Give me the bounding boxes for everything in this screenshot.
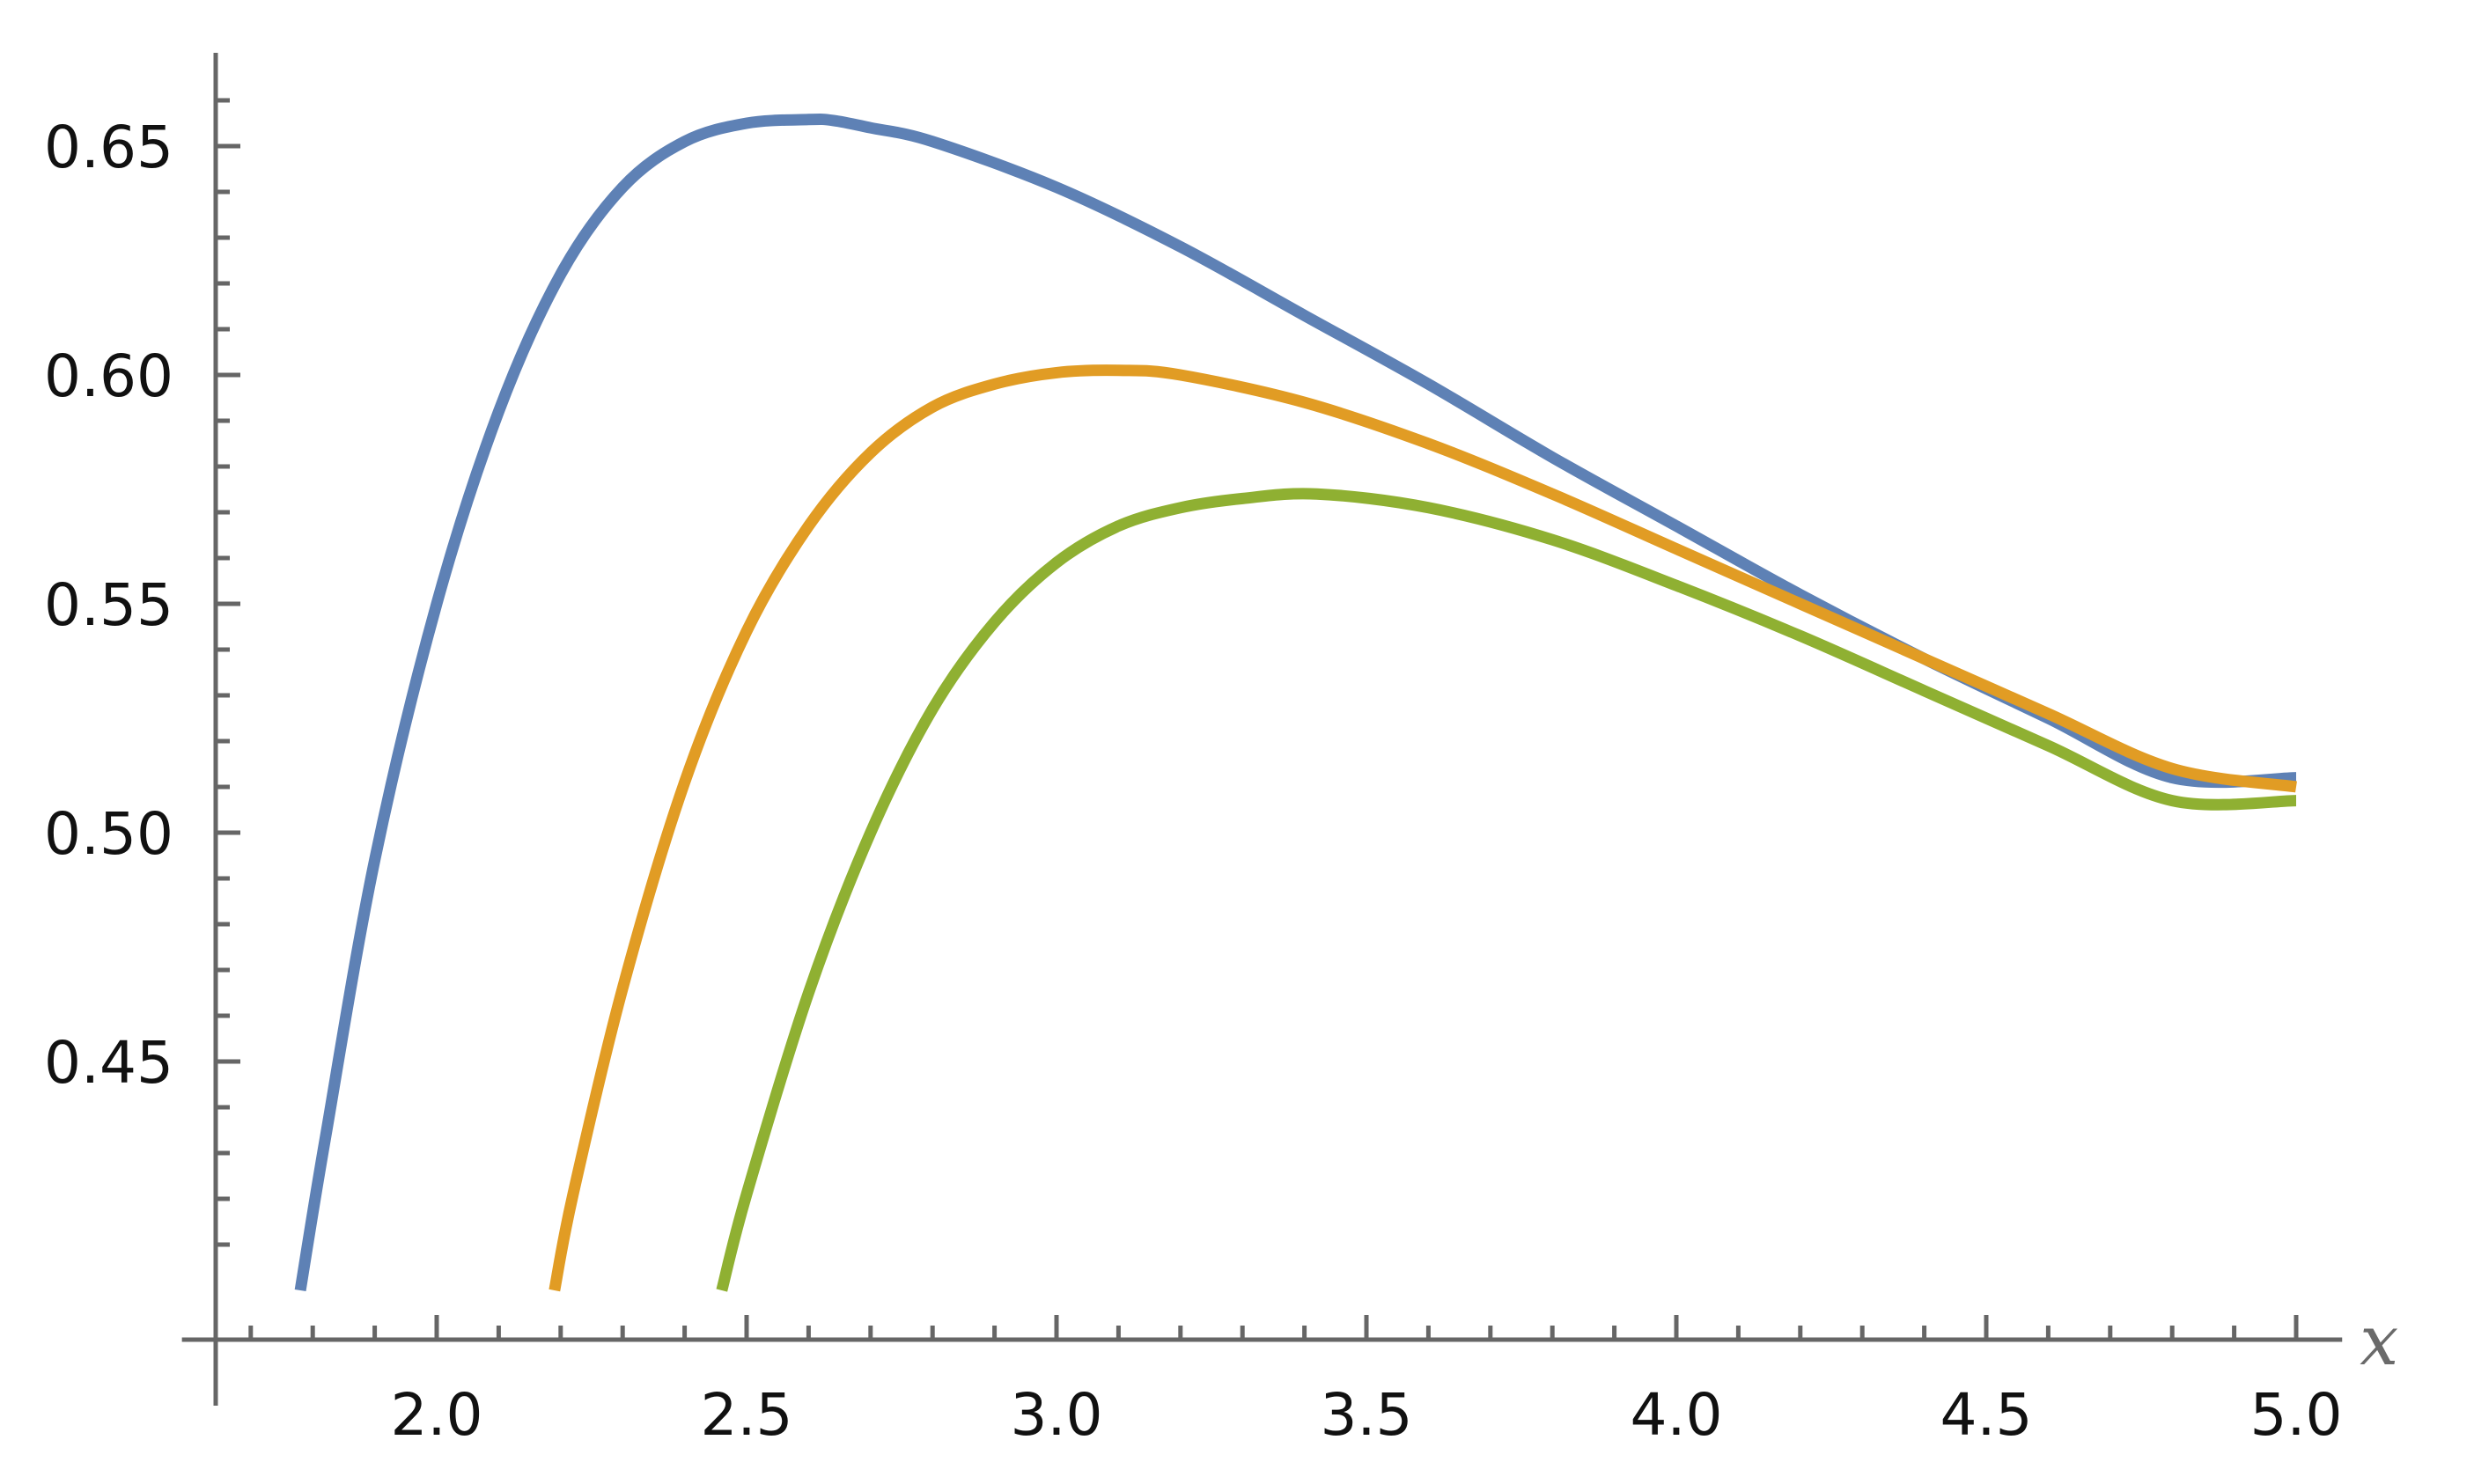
x-tick-label: 5.0 (2250, 1381, 2343, 1449)
y-tick-label: 0.55 (44, 571, 173, 639)
x-tick-label: 3.5 (1321, 1381, 1413, 1449)
x-tick-label: 3.0 (1011, 1381, 1103, 1449)
x-tick-label: 4.5 (1940, 1381, 2033, 1449)
x-ticks (248, 1315, 2299, 1340)
x-tick-labels: 2.0 2.5 3.0 3.5 4.0 4.5 5.0 (391, 1381, 2343, 1449)
series-line-2 (549, 364, 2297, 1292)
x-tick-label: 2.0 (391, 1381, 483, 1449)
axes-layer: 2.0 2.5 3.0 3.5 4.0 4.5 5.0 0.450.500.550.600.… (44, 53, 2398, 1449)
x-axis-title: x (2360, 1302, 2398, 1381)
y-tick-label: 0.50 (44, 800, 173, 868)
series-line-1 (294, 114, 2297, 1292)
x-tick-label: 2.5 (701, 1381, 793, 1449)
y-tick-label: 0.60 (44, 342, 173, 410)
y-tick-label: 0.65 (44, 114, 173, 181)
y-tick-labels: 0.45 0.50 0.55 0.60 0.65 (44, 114, 173, 1097)
series-line-3 (716, 488, 2297, 1292)
y-tick-label: 0.45 (44, 1029, 173, 1097)
y-ticks (216, 98, 240, 1247)
series-layer (294, 114, 2297, 1292)
x-tick-label: 4.0 (1631, 1381, 1723, 1449)
